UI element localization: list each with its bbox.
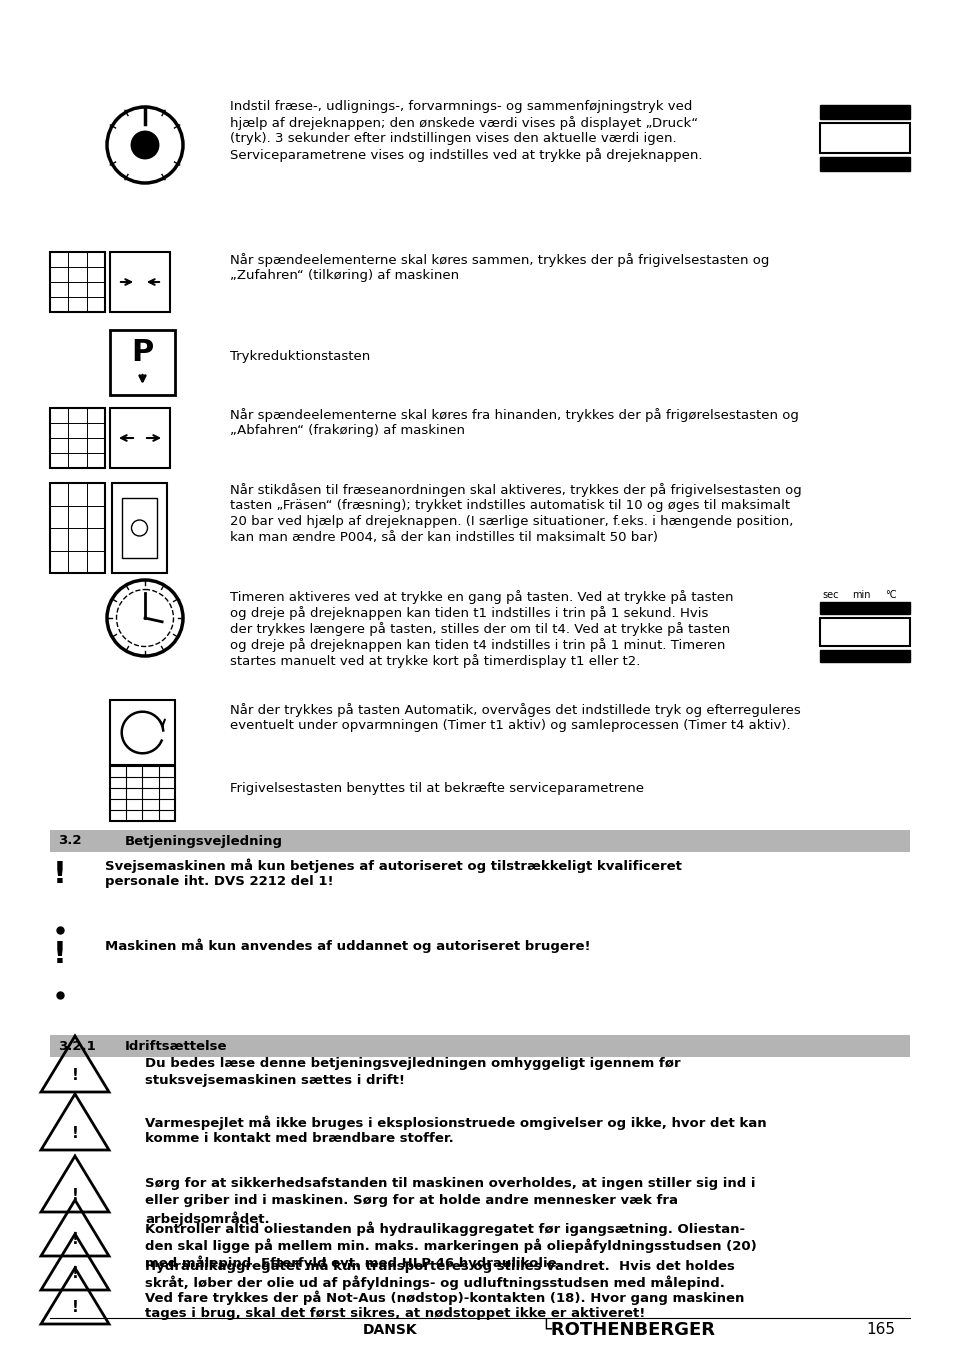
Text: 165: 165 [865, 1323, 894, 1338]
Bar [110, 766, 174, 821]
Text: !: ! [71, 1266, 78, 1281]
Text: „Zufahren“ (tilkøring) af maskinen: „Zufahren“ (tilkøring) af maskinen [230, 269, 458, 282]
Text: Kontroller altid oliestanden på hydraulikaggregatet før igangsætning. Oliestan-: Kontroller altid oliestanden på hydrauli… [145, 1221, 744, 1236]
Bar [110, 252, 170, 311]
Text: Når spændeelementerne skal køres fra hinanden, trykkes der på frigørelsestasten : Når spændeelementerne skal køres fra hin… [230, 408, 798, 422]
Text: tasten „Fräsen“ (fræsning); trykket indstilles automatisk til 10 og øges til mak: tasten „Fräsen“ (fræsning); trykket inds… [230, 500, 789, 512]
Bar [50, 483, 105, 573]
Text: med målepind. Efterfyld evt. med HLP 46 hydraulikolie.: med målepind. Efterfyld evt. med HLP 46 … [145, 1255, 561, 1270]
Text: Betjeningsvejledning: Betjeningsvejledning [125, 834, 283, 848]
Text: personale iht. DVS 2212 del 1!: personale iht. DVS 2212 del 1! [105, 875, 334, 888]
Text: !: ! [71, 1127, 78, 1141]
Text: └ROTHENBERGER: └ROTHENBERGER [539, 1322, 714, 1339]
Circle shape [131, 130, 159, 160]
Text: hjælp af drejeknappen; den ønskede værdi vises på displayet „Druck“: hjælp af drejeknappen; den ønskede værdi… [230, 116, 698, 130]
Text: eller griber ind i maskinen. Sørg for at holde andre mennesker væk fra: eller griber ind i maskinen. Sørg for at… [145, 1194, 678, 1206]
Text: 3.2.1: 3.2.1 [58, 1040, 95, 1052]
Text: eventuelt under opvarmningen (Timer t1 aktiv) og samleprocessen (Timer t4 aktiv): eventuelt under opvarmningen (Timer t1 a… [230, 719, 790, 733]
Text: kan man ændre P004, så der kan indstilles til maksimalt 50 bar): kan man ændre P004, så der kan indstille… [230, 531, 658, 544]
Bar [110, 408, 170, 468]
Bar [50, 830, 909, 852]
Text: Du bedes læse denne betjeningsvejledningen omhyggeligt igennem før: Du bedes læse denne betjeningsvejledning… [145, 1057, 679, 1070]
Text: og dreje på drejeknappen kan tiden t1 indstilles i trin på 1 sekund. Hvis: og dreje på drejeknappen kan tiden t1 in… [230, 607, 708, 620]
Text: Når stikdåsen til fræseanordningen skal aktiveres, trykkes der på frigivelsestas: Når stikdåsen til fræseanordningen skal … [230, 483, 801, 497]
Text: komme i kontakt med brændbare stoffer.: komme i kontakt med brændbare stoffer. [145, 1132, 454, 1145]
Text: Ved fare trykkes der på Not-Aus (nødstop)-kontakten (18). Hvor gang maskinen: Ved fare trykkes der på Not-Aus (nødstop… [145, 1290, 743, 1304]
Text: Trykreduktionstasten: Trykreduktionstasten [230, 349, 370, 363]
Text: Varmespejlet må ikke bruges i eksplosionstruede omgivelser og ikke, hvor det kan: Varmespejlet må ikke bruges i eksplosion… [145, 1114, 766, 1129]
Text: Maskinen må kun anvendes af uddannet og autoriseret brugere!: Maskinen må kun anvendes af uddannet og … [105, 938, 590, 953]
Bar [820, 603, 909, 613]
Bar [820, 650, 909, 662]
Bar [820, 106, 909, 119]
Text: DANSK: DANSK [362, 1323, 416, 1336]
Bar [820, 617, 909, 646]
Text: P: P [132, 338, 153, 367]
Text: !: ! [71, 1232, 78, 1247]
Text: Serviceparametrene vises og indstilles ved at trykke på drejeknappen.: Serviceparametrene vises og indstilles v… [230, 148, 701, 162]
Bar [820, 157, 909, 171]
Text: Sørg for at sikkerhedsafstanden til maskinen overholdes, at ingen stiller sig in: Sørg for at sikkerhedsafstanden til mask… [145, 1177, 755, 1190]
Bar [50, 252, 105, 311]
Bar [112, 483, 167, 573]
Text: !: ! [71, 1189, 78, 1204]
Text: !: ! [71, 1068, 78, 1083]
Text: 3.2: 3.2 [58, 834, 81, 848]
Text: Når spændeelementerne skal køres sammen, trykkes der på frigivelsestasten og: Når spændeelementerne skal køres sammen,… [230, 253, 768, 267]
Text: stuksvejsemaskinen sættes i drift!: stuksvejsemaskinen sættes i drift! [145, 1074, 405, 1087]
Bar [820, 123, 909, 153]
Text: Frigivelsestasten benyttes til at bekræfte serviceparametrene: Frigivelsestasten benyttes til at bekræf… [230, 783, 643, 795]
Text: der trykkes længere på tasten, stilles der om til t4. Ved at trykke på tasten: der trykkes længere på tasten, stilles d… [230, 621, 729, 636]
Text: 20 bar ved hjælp af drejeknappen. (I særlige situationer, f.eks. i hængende posi: 20 bar ved hjælp af drejeknappen. (I sær… [230, 515, 793, 528]
Text: Indstil fræse-, udlignings-, forvarmnings- og sammenføjningstryk ved: Indstil fræse-, udlignings-, forvarmning… [230, 100, 692, 112]
Text: (tryk). 3 sekunder efter indstillingen vises den aktuelle værdi igen.: (tryk). 3 sekunder efter indstillingen v… [230, 131, 676, 145]
Text: Når der trykkes på tasten Automatik, overvåges det indstillede tryk og efterregu: Når der trykkes på tasten Automatik, ove… [230, 703, 800, 718]
Text: arbejdsområdet.: arbejdsområdet. [145, 1210, 270, 1225]
Bar [110, 700, 174, 765]
Text: min: min [851, 590, 869, 600]
Text: !: ! [53, 860, 67, 890]
Text: sec: sec [821, 590, 838, 600]
Text: „Abfahren“ (frakøring) af maskinen: „Abfahren“ (frakøring) af maskinen [230, 424, 464, 437]
Text: Idriftsættelse: Idriftsættelse [125, 1040, 227, 1052]
Text: og dreje på drejeknappen kan tiden t4 indstilles i trin på 1 minut. Timeren: og dreje på drejeknappen kan tiden t4 in… [230, 638, 724, 653]
Text: Hydraulikaggregatet må kun transporteres og stilles vandret.  Hvis det holdes: Hydraulikaggregatet må kun transporteres… [145, 1258, 734, 1273]
Text: Timeren aktiveres ved at trykke en gang på tasten. Ved at trykke på tasten: Timeren aktiveres ved at trykke en gang … [230, 590, 733, 604]
Text: tages i brug, skal det først sikres, at nødstoppet ikke er aktiveret!: tages i brug, skal det først sikres, at … [145, 1307, 644, 1320]
Bar [50, 408, 105, 468]
Bar [50, 1034, 909, 1057]
Text: Svejsemaskinen må kun betjenes af autoriseret og tilstrækkeligt kvalificeret: Svejsemaskinen må kun betjenes af autori… [105, 858, 681, 872]
Text: den skal ligge på mellem min. maks. markeringen på oliepåfyldningsstudsen (20): den skal ligge på mellem min. maks. mark… [145, 1238, 756, 1252]
Text: !: ! [53, 940, 67, 969]
Text: skråt, løber der olie ud af påfyldnings- og udluftningsstudsen med målepind.: skråt, løber der olie ud af påfyldnings-… [145, 1275, 724, 1289]
Bar [122, 498, 157, 558]
Text: startes manuelt ved at trykke kort på timerdisplay t1 eller t2.: startes manuelt ved at trykke kort på ti… [230, 654, 639, 668]
Text: °C: °C [884, 590, 896, 600]
Bar [110, 330, 174, 395]
Text: !: ! [71, 1300, 78, 1316]
